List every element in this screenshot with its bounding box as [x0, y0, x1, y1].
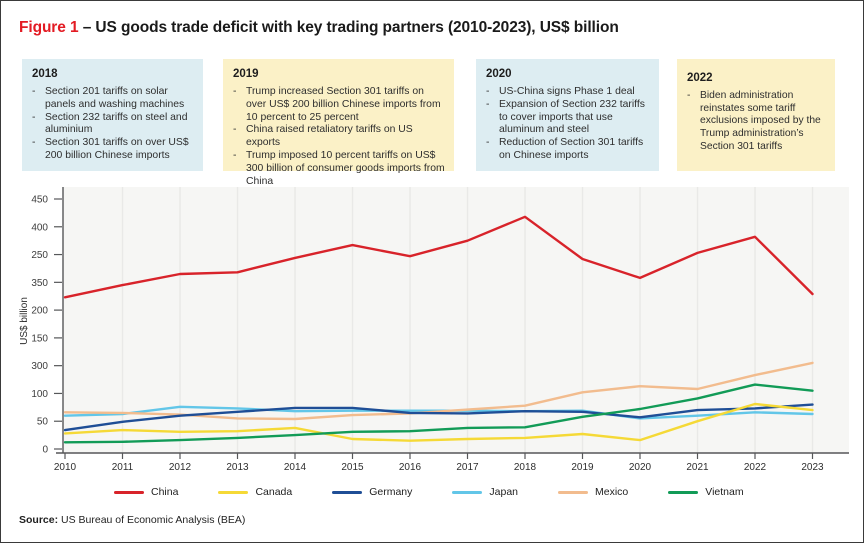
y-tick-label: 150 — [31, 333, 48, 344]
legend-item-japan: Japan — [452, 486, 518, 498]
annotation-bullet: - Trump increased Section 301 tariffs on … — [233, 86, 445, 124]
x-axis-ticks: 2010 2011 2012 2013 2014 2015 2016 2017 2018 2019… — [54, 453, 824, 473]
bullet-dash: - — [32, 86, 36, 97]
x-tick-label: 2022 — [744, 462, 767, 473]
annotation-bullet: - Expansion of Section 232 tariffs to cov… — [486, 99, 650, 137]
y-tick-label: 250 — [31, 250, 48, 261]
annotation-bullet: - Section 301 tariffs on over US$ 200 bil… — [32, 137, 194, 163]
bullet-dash: - — [233, 86, 237, 97]
bullet-dash: - — [233, 124, 237, 136]
y-tick-label: 350 — [31, 278, 48, 289]
x-tick-label: 2016 — [399, 462, 422, 473]
x-tick-label: 2018 — [514, 462, 537, 473]
x-tick-label: 2021 — [686, 462, 709, 473]
annotation-bullet: - US-China signs Phase 1 deal — [486, 86, 650, 99]
y-tick-label: 0 — [42, 445, 48, 456]
bullet-dash: - — [32, 137, 36, 149]
bullet-text: Section 201 tariffs on solar panels and … — [45, 86, 185, 110]
annotation-box-2019: 2019- Trump increased Section 301 tariffs… — [223, 59, 454, 187]
annotation-year: 2022 — [687, 72, 713, 84]
annotation-bullet: - Trump imposed 10 percent tariffs on US$… — [233, 150, 445, 188]
legend-item-mexico: Mexico — [558, 486, 628, 498]
legend-label: Japan — [489, 486, 519, 498]
y-tick-label: 50 — [37, 417, 49, 428]
annotation-year: 2020 — [486, 68, 512, 80]
chart-legend: China Canada Germany Japan Mexico Vietnam — [1, 486, 863, 498]
annotation-bullet: - Reduction of Section 301 tariffs on Chi… — [486, 137, 650, 163]
bullet-text: Trump imposed 10 percent tariffs on US$ … — [246, 149, 445, 187]
legend-item-canada: Canada — [218, 486, 292, 498]
legend-swatch-mexico — [558, 490, 589, 494]
y-tick-label: 100 — [31, 389, 48, 400]
legend-item-germany: Germany — [332, 486, 412, 498]
y-tick-label: 450 — [31, 195, 48, 206]
y-axis-ticks: 450 400 250 350 200 150 300 100 50 0 — [31, 195, 62, 456]
source-note: Source: US Bureau of Economic Analysis (… — [19, 514, 245, 526]
figure-number: Figure 1 — [19, 19, 79, 36]
y-tick-label: 400 — [31, 222, 48, 233]
source-label: Source: — [19, 514, 59, 526]
x-tick-label: 2019 — [571, 462, 594, 473]
annotation-bullet: - Section 201 tariffs on solar panels and… — [32, 86, 194, 112]
bullet-text: Reduction of Section 301 tariffs on Chin… — [499, 137, 644, 161]
legend-label: Vietnam — [705, 486, 744, 498]
series-line-china — [63, 215, 814, 299]
bullet-dash: - — [486, 86, 490, 97]
bullet-text: Section 232 tariffs on steel and alumini… — [45, 111, 188, 136]
y-tick-label: 200 — [31, 306, 48, 317]
legend-swatch-canada — [218, 490, 249, 494]
x-tick-label: 2014 — [284, 462, 307, 473]
annotation-bullet: - China raised retaliatory tariffs on US … — [233, 124, 445, 150]
annotation-box-2020: 2020- US-China signs Phase 1 deal - Expansi… — [476, 59, 659, 171]
bullet-dash: - — [233, 149, 237, 161]
legend-label: China — [151, 486, 179, 498]
legend-swatch-china — [114, 490, 144, 494]
x-tick-label: 2010 — [54, 462, 77, 473]
legend-swatch-vietnam — [668, 490, 699, 494]
bullet-text: China raised retaliatory tariffs on US e… — [246, 124, 413, 149]
bullet-text: Expansion of Section 232 tariffs to cove… — [499, 98, 645, 136]
y-axis-title: US$ billion — [19, 297, 30, 345]
bullet-dash: - — [486, 98, 490, 110]
source-text: US Bureau of Economic Analysis (BEA) — [58, 514, 246, 526]
y-tick-label: 300 — [31, 361, 48, 372]
bullet-dash: - — [32, 111, 36, 123]
legend-item-china: China — [114, 486, 178, 498]
x-tick-label: 2011 — [112, 462, 134, 473]
series-line-vietnam — [63, 383, 814, 444]
x-tick-label: 2012 — [169, 462, 192, 473]
annotation-bullet: - Section 232 tariffs on steel and alumin… — [32, 112, 194, 138]
figure-title: Figure 1 – US goods trade deficit with k… — [19, 19, 619, 37]
bullet-text: Trump increased Section 301 tariffs on o… — [246, 86, 441, 123]
legend-swatch-germany — [332, 490, 363, 494]
x-tick-label: 2013 — [226, 462, 249, 473]
legend-label: Mexico — [595, 486, 629, 498]
bullet-text: Section 301 tariffs on over US$ 200 bill… — [45, 137, 189, 161]
annotation-year: 2018 — [32, 68, 58, 80]
annotation-box-2018: 2018- Section 201 tariffs on solar panels… — [22, 59, 203, 171]
x-tick-label: 2015 — [341, 462, 364, 473]
bullet-text: Biden administration reinstates some tar… — [700, 90, 821, 152]
bullet-dash: - — [486, 137, 490, 149]
legend-item-vietnam: Vietnam — [668, 486, 744, 498]
x-tick-label: 2017 — [456, 462, 479, 473]
annotation-year: 2019 — [233, 68, 259, 80]
figure-title-text: – US goods trade deficit with key tradin… — [78, 19, 619, 36]
bullet-dash: - — [687, 90, 691, 101]
x-tick-label: 2020 — [629, 462, 652, 473]
series-line-canada — [63, 402, 814, 442]
bullet-text: US-China signs Phase 1 deal — [499, 86, 635, 97]
legend-label: Canada — [255, 486, 293, 498]
x-tick-label: 2023 — [801, 462, 824, 473]
series-line-germany — [63, 403, 814, 432]
legend-label: Germany — [369, 486, 413, 498]
annotation-bullet: - Biden administration reinstates some ta… — [687, 90, 826, 153]
legend-swatch-japan — [452, 490, 483, 494]
annotation-box-2022: 2022 - Biden administration reinstates som… — [677, 59, 835, 171]
